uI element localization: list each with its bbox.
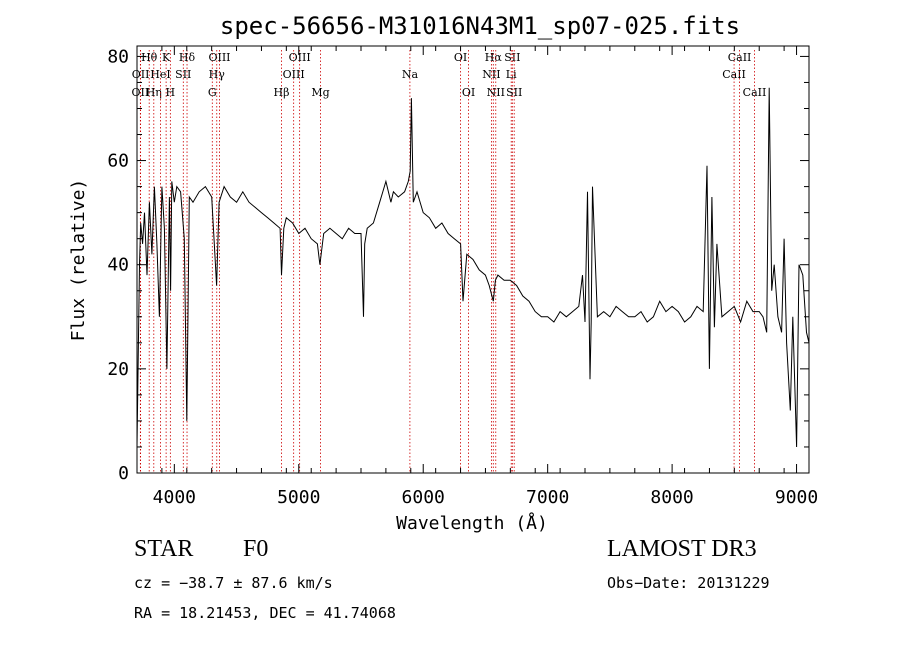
y-tick-label: 0 <box>118 463 129 484</box>
line-label: NII <box>487 86 505 99</box>
x-tick-label: 6000 <box>402 487 445 508</box>
y-tick-label: 80 <box>107 46 129 67</box>
line-label: K <box>162 51 171 64</box>
object-class: STAR <box>134 536 194 562</box>
line-label: CaII <box>743 86 767 99</box>
line-label: SII <box>504 51 520 64</box>
x-axis-label: Wavelength (Å) <box>396 512 548 534</box>
line-label: CaII <box>728 51 752 64</box>
y-tick-label: 60 <box>107 151 129 172</box>
x-tick-label: 9000 <box>775 487 818 508</box>
redshift-velocity: cz = −38.7 ± 87.6 km/s <box>134 574 333 592</box>
line-label: Hγ <box>209 68 226 81</box>
line-label: OIII <box>289 51 311 64</box>
line-label: NII <box>482 68 500 81</box>
line-label: Hδ <box>179 51 196 64</box>
y-tick-label: 20 <box>107 359 129 380</box>
line-label: SII <box>506 86 522 99</box>
plot-frame <box>136 45 810 474</box>
y-axis-label: Flux (relative) <box>68 179 89 342</box>
line-label: OIII <box>208 51 230 64</box>
line-label: Mg <box>311 86 329 99</box>
line-label: OI <box>454 51 467 64</box>
line-label: CaII <box>722 68 746 81</box>
x-tick-label: 4000 <box>153 487 196 508</box>
line-label: Hη <box>146 86 162 99</box>
spectrum-series <box>136 87 810 448</box>
coordinates: RA = 18.21453, DEC = 41.74068 <box>134 604 396 622</box>
line-label: OII <box>132 68 150 81</box>
line-label: SII <box>175 68 191 81</box>
line-label: G <box>208 86 217 99</box>
x-tick-label: 7000 <box>526 487 569 508</box>
line-label: H <box>166 86 176 99</box>
line-label: Hθ <box>141 51 158 64</box>
survey-name: LAMOST DR3 <box>607 536 757 562</box>
axis-ticks: 4000 5000 6000 7000 8000 9000 0 20 40 60 80 <box>107 46 818 508</box>
object-subclass: F0 <box>243 536 269 562</box>
observation-date: Obs−Date: 20131229 <box>607 574 770 592</box>
chart-title: spec-56656-M31016N43M1_sp07-025.fits <box>220 12 740 40</box>
line-label: Li <box>506 68 517 81</box>
x-tick-label: 8000 <box>650 487 693 508</box>
spectral-line-markers: OIIOIIHθHηHeIKHSIIHδGHγOIIIHβOIIIOIIIMgN… <box>132 50 767 473</box>
y-tick-label: 40 <box>107 255 129 276</box>
line-label: Hα <box>485 51 503 64</box>
line-label: Hβ <box>274 86 290 99</box>
line-label: OIII <box>283 68 305 81</box>
x-tick-label: 5000 <box>277 487 320 508</box>
spectrum-line <box>136 87 810 448</box>
line-label: OI <box>462 86 475 99</box>
line-label: Na <box>402 68 419 81</box>
line-label: HeI <box>150 68 170 81</box>
